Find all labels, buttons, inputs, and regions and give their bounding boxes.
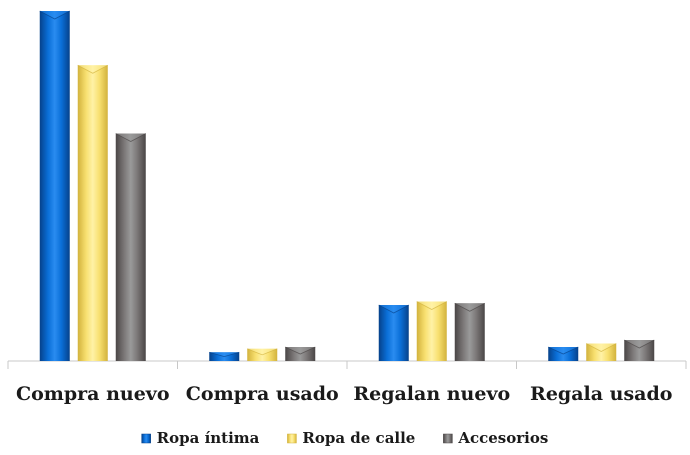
legend-item: Ropa de calle [287, 429, 415, 447]
legend-label: Ropa de calle [302, 429, 415, 447]
legend-label: Ropa íntima [157, 429, 260, 447]
bar [454, 302, 485, 361]
legend-swatch [141, 433, 151, 444]
legend: Ropa íntima Ropa de calle Accesorios [141, 429, 548, 447]
category-label: Regalan nuevo [353, 383, 510, 405]
category-label: Compra nuevo [16, 383, 170, 405]
bar [416, 301, 447, 361]
legend-swatch [443, 433, 453, 444]
x-axis-ticks [7, 361, 687, 369]
category-labels: Compra nuevo Compra usado Regalan nuevo Reg… [16, 383, 672, 405]
legend-item: Ropa íntima [141, 429, 260, 447]
category-label: Compra usado [186, 383, 339, 405]
bar [39, 10, 70, 361]
category-label: Regala usado [530, 383, 672, 405]
bars [39, 10, 655, 361]
bar [209, 351, 240, 361]
bar [247, 348, 278, 361]
legend-label: Accesorios [457, 429, 548, 447]
bar [378, 304, 409, 361]
legend-item: Accesorios [443, 429, 548, 447]
bar [77, 64, 108, 361]
legend-swatch [287, 433, 297, 444]
bar [548, 346, 579, 361]
bar [624, 339, 655, 361]
bar [586, 343, 617, 361]
bar [285, 346, 316, 361]
bar [115, 133, 146, 361]
